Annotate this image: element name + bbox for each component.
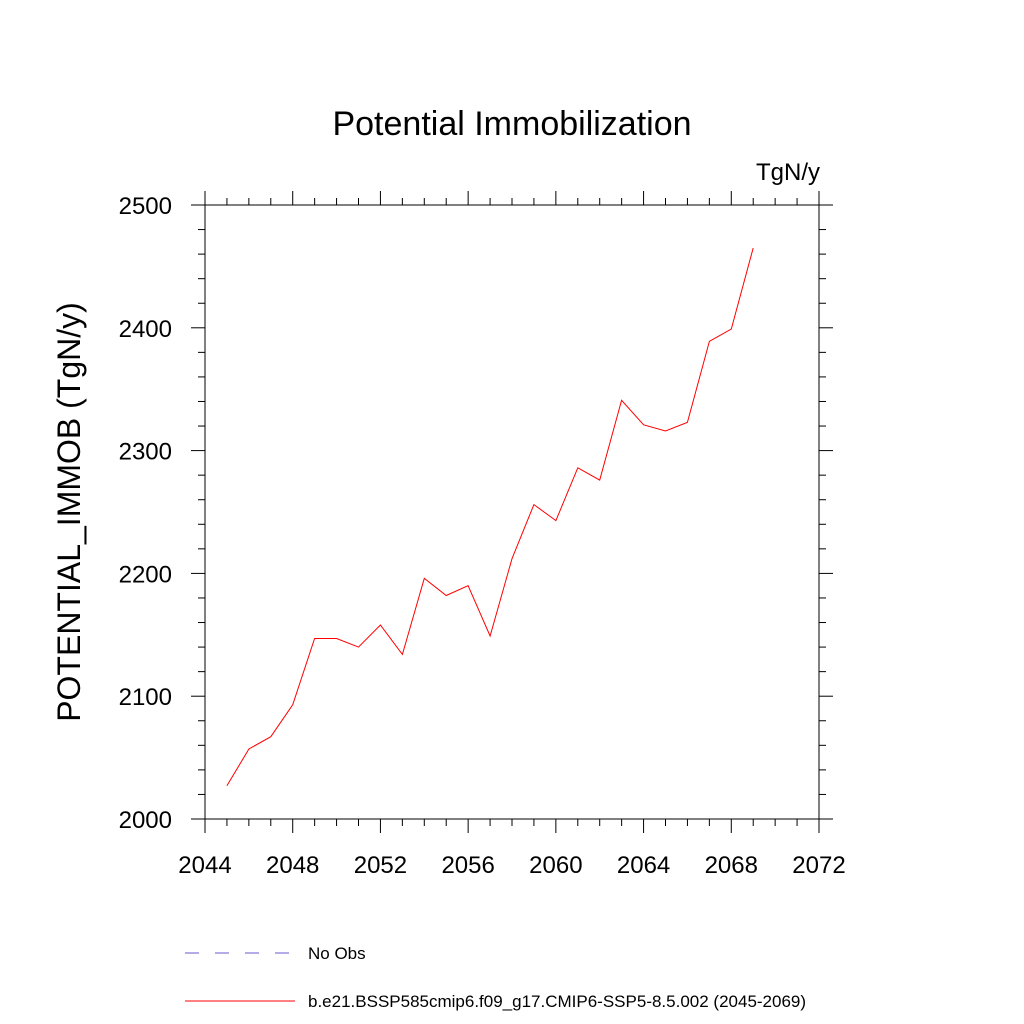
axis-ticks [191,191,833,833]
units-label: TgN/y [756,159,820,186]
x-tick-label: 2060 [529,852,582,879]
x-tick-label: 2072 [792,852,845,879]
series-group [226,247,754,787]
y-tick-label: 2100 [119,684,172,711]
plot-frame [204,204,820,820]
y-tick-label: 2000 [119,807,172,834]
x-tick-label: 2056 [441,852,494,879]
x-tick-labels: 2044 2048 2052 2056 2060 2064 2068 2072 [178,852,845,879]
legend-label-model: b.e21.BSSP585cmip6.f09_g17.CMIP6-SSP5-8.… [308,992,806,1011]
y-tick-label: 2500 [119,193,172,220]
y-tick-label: 2300 [119,439,172,466]
chart-title: Potential Immobilization [332,105,691,143]
x-tick-label: 2064 [617,852,670,879]
legend: No Obs b.e21.BSSP585cmip6.f09_g17.CMIP6-… [185,944,806,1011]
y-tick-label: 2200 [119,561,172,588]
y-tick-label: 2400 [119,316,172,343]
legend-label-no-obs: No Obs [308,944,366,963]
y-tick-labels: 2000 2100 2200 2300 2400 2500 [119,193,172,834]
y-axis-title: POTENTIAL_IMMOB (TgN/y) [51,302,87,722]
series-line [226,247,754,787]
x-tick-label: 2044 [178,852,231,879]
x-tick-label: 2048 [266,852,319,879]
x-tick-label: 2052 [354,852,407,879]
x-tick-label: 2068 [705,852,758,879]
